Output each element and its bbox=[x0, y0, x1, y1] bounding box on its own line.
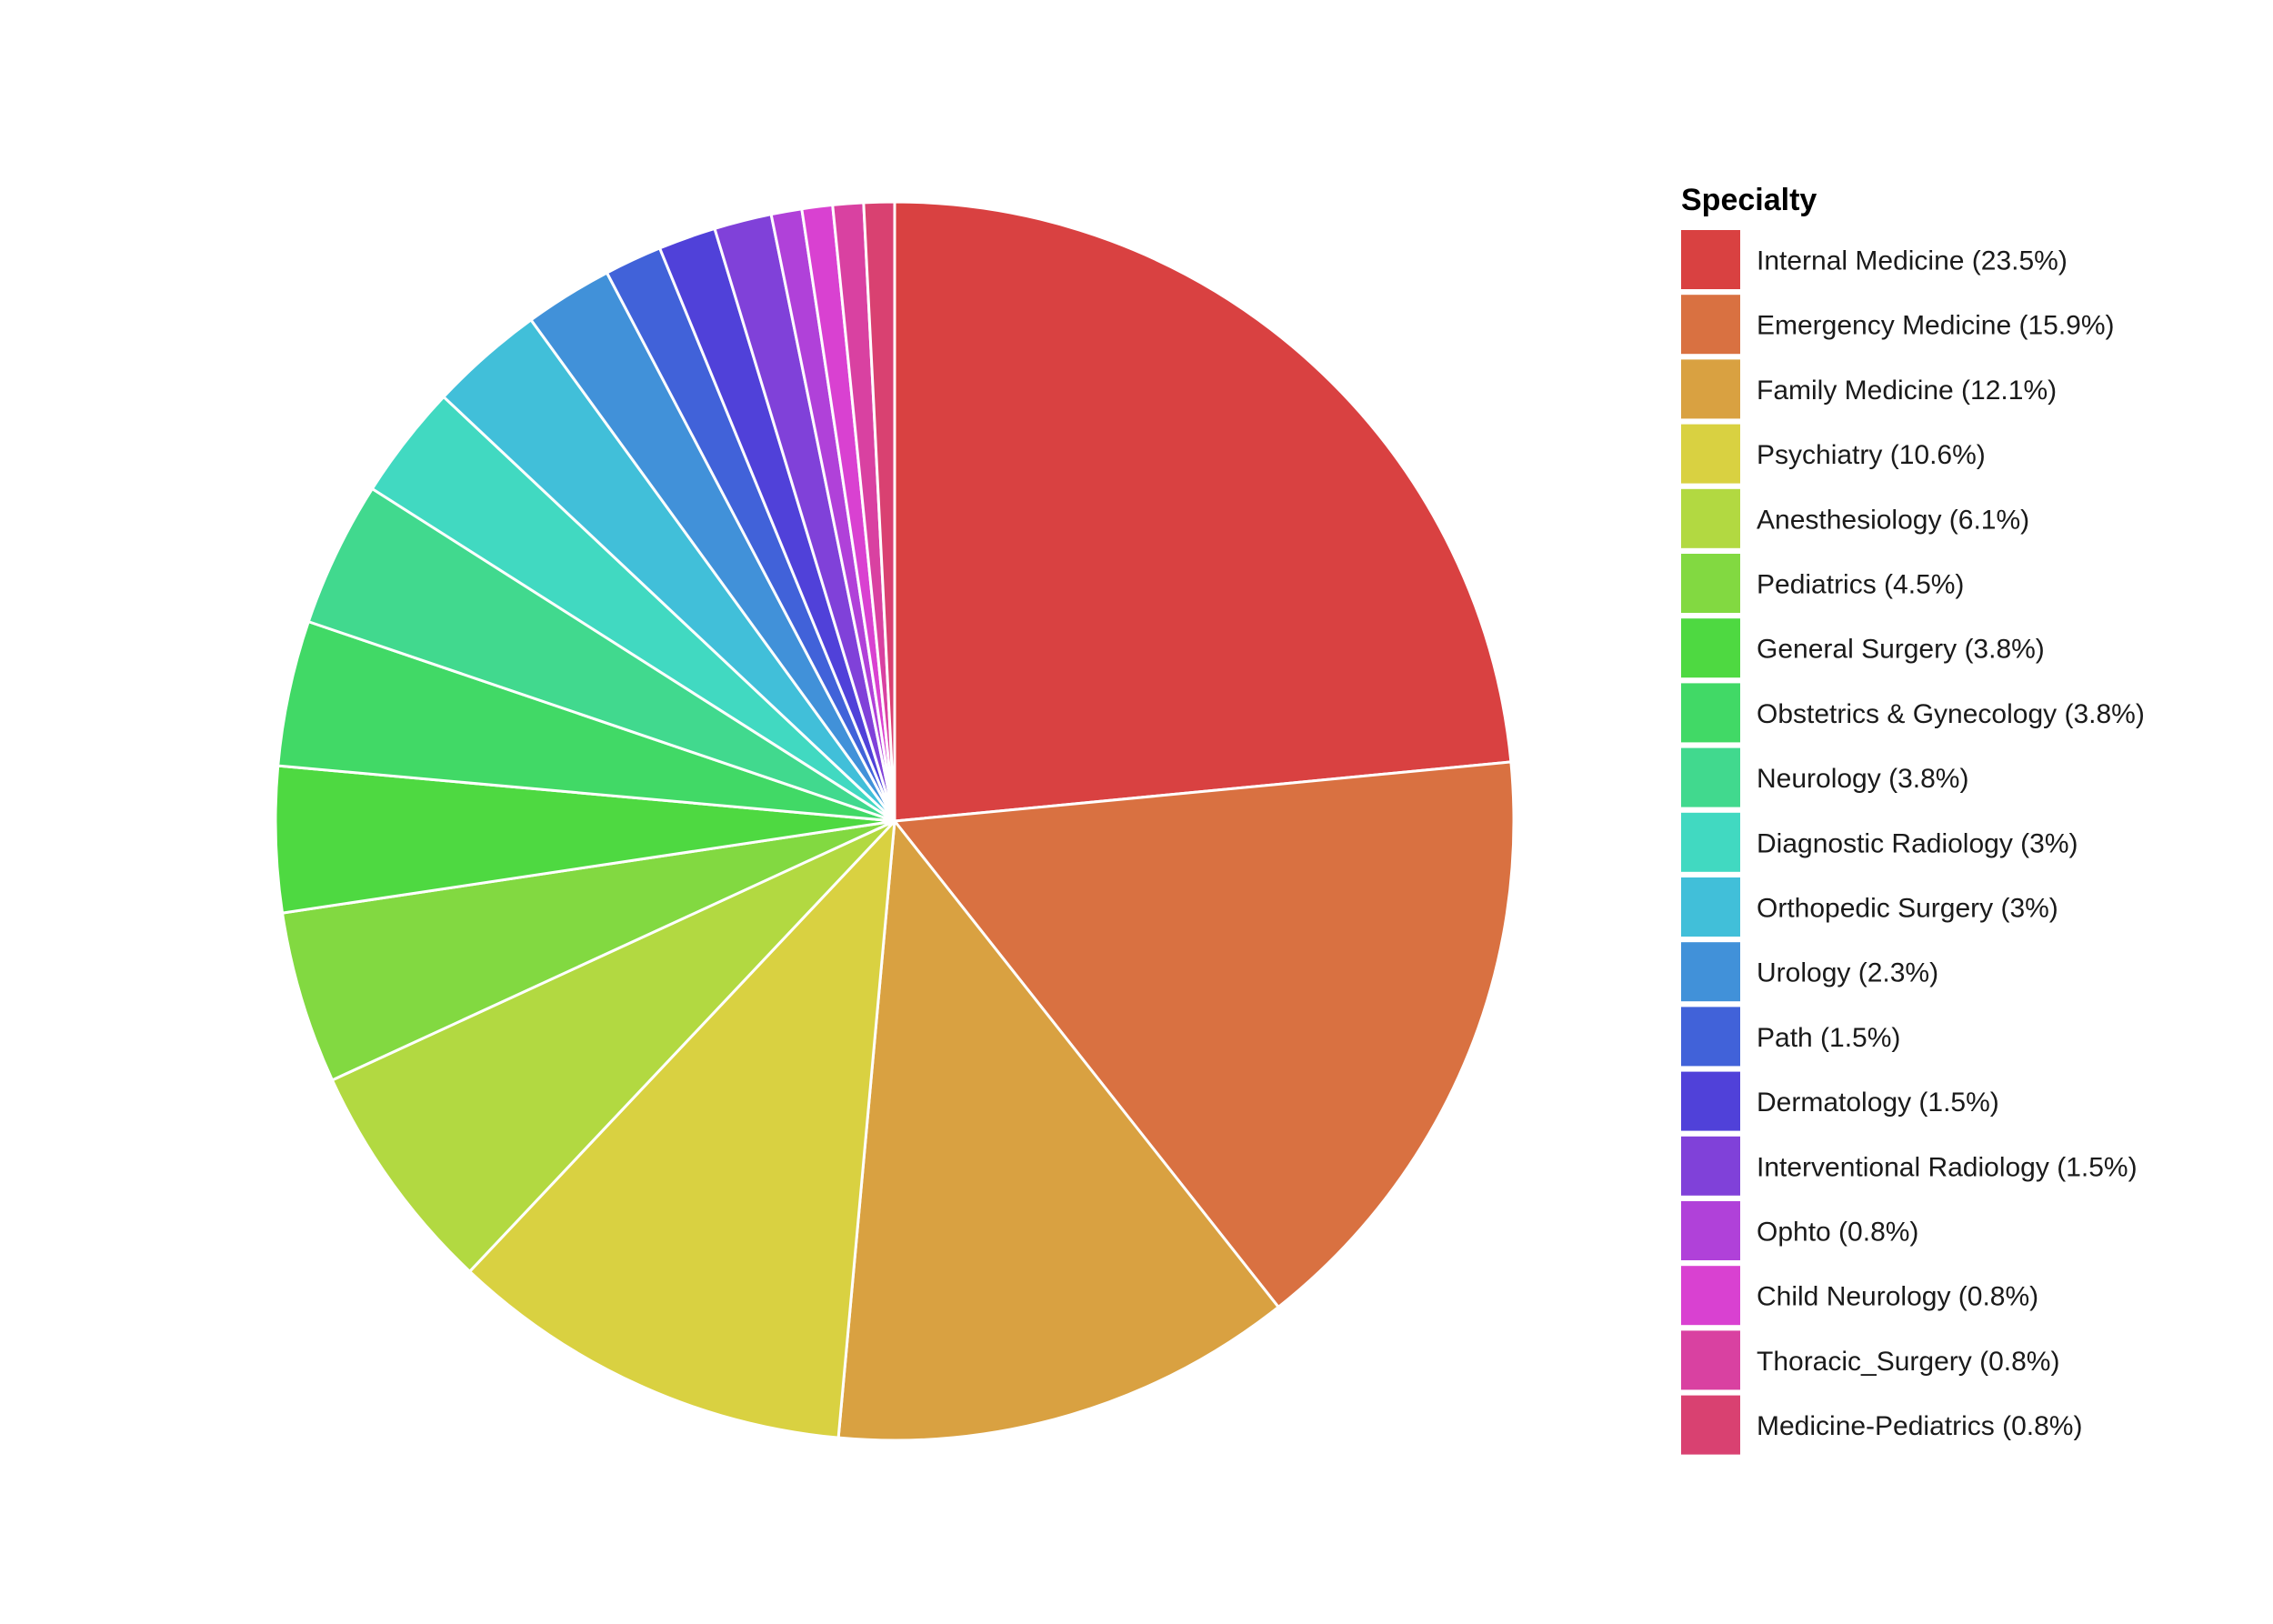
legend-swatch bbox=[1681, 683, 1740, 743]
legend-label: Thoracic_Surgery (0.8%) bbox=[1757, 1347, 2059, 1377]
legend-swatch bbox=[1681, 942, 1740, 1002]
legend-label: General Surgery (3.8%) bbox=[1757, 635, 2045, 665]
legend-swatch bbox=[1681, 618, 1740, 678]
pie-slice-pediatrics[interactable] bbox=[281, 819, 896, 1082]
legend-label: Neurology (3.8%) bbox=[1757, 764, 1968, 794]
legend-label: Path (1.5%) bbox=[1757, 1023, 1900, 1053]
legend-swatch bbox=[1681, 1071, 1740, 1131]
legend-swatch bbox=[1681, 1330, 1740, 1390]
legend-swatch bbox=[1681, 812, 1740, 872]
legend-items: Internal Medicine (23.5%) Emergency Medic… bbox=[1681, 230, 2145, 1455]
legend-label: Urology (2.3%) bbox=[1757, 958, 1938, 988]
legend-label: Emergency Medicine (15.9%) bbox=[1757, 311, 2115, 341]
legend-label: Interventional Radiology (1.5%) bbox=[1757, 1152, 2138, 1182]
legend-swatch bbox=[1681, 1007, 1740, 1067]
legend-swatch bbox=[1681, 359, 1740, 419]
legend-title: Specialty bbox=[1681, 183, 1817, 217]
pie-slice-internal-medicine[interactable] bbox=[893, 200, 1513, 823]
pie-slice-medicine-pediatrics[interactable] bbox=[862, 200, 896, 823]
legend-swatch bbox=[1681, 877, 1740, 937]
pie-slice-anesthesiology[interactable] bbox=[330, 819, 896, 1273]
legend-swatch bbox=[1681, 1136, 1740, 1196]
legend-label: Diagnostic Radiology (3%) bbox=[1757, 828, 2078, 858]
legend-swatch bbox=[1681, 747, 1740, 807]
legend-swatch bbox=[1681, 424, 1740, 484]
legend-swatch bbox=[1681, 1395, 1740, 1455]
legend-swatch bbox=[1681, 1266, 1740, 1326]
legend-label: Pediatrics (4.5%) bbox=[1757, 570, 1964, 600]
legend-label: Family Medicine (12.1%) bbox=[1757, 376, 2057, 406]
legend-label: Obstetrics & Gynecology (3.8%) bbox=[1757, 699, 2145, 729]
legend-label: Medicine-Pediatrics (0.8%) bbox=[1757, 1411, 2082, 1441]
legend-label: Orthopedic Surgery (3%) bbox=[1757, 894, 2058, 924]
legend-label: Internal Medicine (23.5%) bbox=[1757, 246, 2068, 276]
legend-swatch bbox=[1681, 230, 1740, 289]
pie-slice-family-medicine[interactable] bbox=[836, 819, 1280, 1442]
legend-swatch bbox=[1681, 1201, 1740, 1260]
pie-slice-emergency-medicine[interactable] bbox=[893, 760, 1516, 1308]
legend-label: Child Neurology (0.8%) bbox=[1757, 1282, 2038, 1312]
pie-slice-psychiatry[interactable] bbox=[468, 819, 896, 1439]
legend-swatch bbox=[1681, 554, 1740, 613]
legend-swatch bbox=[1681, 295, 1740, 355]
legend-label: Anesthesiology (6.1%) bbox=[1757, 505, 2029, 535]
legend: Specialty Internal Medicine (23.5%) Emerg… bbox=[1681, 183, 2145, 1455]
legend-label: Dermatology (1.5%) bbox=[1757, 1088, 1999, 1118]
legend-swatch bbox=[1681, 488, 1740, 548]
pie-slices bbox=[274, 200, 1516, 1442]
legend-label: Ophto (0.8%) bbox=[1757, 1218, 1918, 1248]
legend-label: Psychiatry (10.6%) bbox=[1757, 440, 1986, 470]
